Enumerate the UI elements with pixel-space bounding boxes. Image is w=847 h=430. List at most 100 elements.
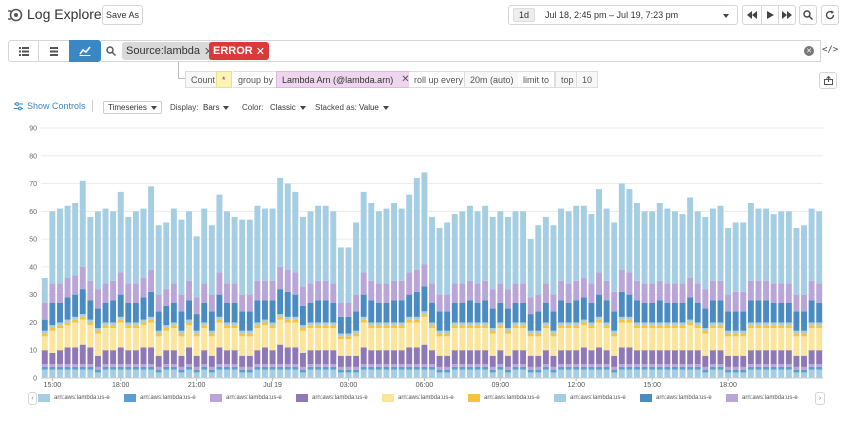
- bar-segment: [57, 328, 63, 351]
- legend-item[interactable]: arn:aws:lambda:us-e: [296, 392, 382, 404]
- measure-star[interactable]: *: [216, 71, 232, 88]
- bar-segment: [277, 178, 284, 267]
- bar-segment: [72, 319, 79, 323]
- legend-item[interactable]: arn:aws:lambda:us-e: [38, 392, 124, 404]
- bar-segment: [626, 364, 633, 367]
- bar-segment: [671, 350, 678, 365]
- bar-segment: [353, 366, 360, 370]
- bar-segment: [679, 325, 686, 328]
- bar-segment: [231, 216, 238, 284]
- close-icon[interactable]: ✕: [255, 45, 265, 58]
- play-button[interactable]: [761, 5, 779, 25]
- bar-segment: [489, 369, 496, 373]
- search-tag-source[interactable]: Source:lambda ✕: [122, 42, 218, 60]
- legend-swatch: [38, 394, 50, 402]
- legend-item[interactable]: arn:aws:lambda:us-e: [124, 392, 210, 404]
- bar-segment: [277, 266, 284, 290]
- bar-segment: [747, 280, 754, 301]
- legend-item[interactable]: arn:aws:lambda:us-e: [382, 392, 468, 404]
- bar-segment: [793, 369, 800, 373]
- legend-item[interactable]: arn:aws:lambda:us-e: [210, 392, 296, 404]
- bar-segment: [41, 278, 48, 303]
- legend-item[interactable]: arn:aws:lambda:us-e: [554, 392, 640, 404]
- bar-segment: [322, 205, 329, 281]
- bar-segment: [246, 336, 253, 356]
- viz-type-select[interactable]: Timeseries: [103, 101, 162, 114]
- bar-segment: [687, 197, 694, 278]
- zoom-button[interactable]: [799, 5, 817, 25]
- refresh-button[interactable]: [821, 5, 839, 25]
- display-select[interactable]: Bars: [203, 103, 230, 112]
- bar-segment: [747, 328, 754, 351]
- bar-segment: [360, 316, 367, 320]
- color-value: Classic: [270, 103, 296, 112]
- legend-label: arn:aws:lambda:us-e: [398, 395, 454, 401]
- code-icon[interactable]: </>: [822, 45, 839, 55]
- legend-prev-button[interactable]: ‹: [28, 392, 37, 405]
- step-forward-button[interactable]: [778, 5, 796, 25]
- search-bar[interactable]: [101, 40, 821, 62]
- limit-top[interactable]: top: [555, 71, 580, 88]
- bar-segment: [709, 366, 716, 370]
- bar-segment: [216, 366, 223, 370]
- bar-segment: [262, 300, 268, 320]
- bar-segment: [535, 311, 542, 331]
- group-by-field[interactable]: Lambda Arn (@lambda.arn) ✕: [276, 71, 416, 88]
- list-view-button[interactable]: [8, 40, 39, 62]
- bar-segment: [284, 366, 291, 370]
- bar-segment: [489, 216, 496, 290]
- timeseries-chart[interactable]: 0 10 20 30 40 50 60 70 80 90 15:00 18:00 21:00 Jul 19…: [0, 0, 847, 392]
- bar-segment: [459, 325, 466, 328]
- bar-segment: [41, 369, 48, 378]
- bar-segment: [239, 336, 246, 356]
- bar-segment: [413, 322, 420, 348]
- bar-segment: [755, 322, 762, 326]
- bar-segment: [231, 322, 238, 326]
- bar-segment: [375, 283, 382, 303]
- bar-segment: [671, 303, 678, 323]
- clear-search-icon[interactable]: ✕: [804, 46, 814, 56]
- legend-next-button[interactable]: ›: [815, 392, 825, 405]
- export-button[interactable]: [819, 72, 837, 89]
- stacked-select[interactable]: Value: [359, 103, 389, 112]
- legend-item[interactable]: arn:aws:lambda:us-e: [468, 392, 554, 404]
- bar-segment: [694, 211, 701, 284]
- chevron-down-icon: [299, 105, 306, 110]
- bar-segment: [709, 364, 716, 367]
- bar-segment: [436, 333, 443, 337]
- bar-segment: [770, 364, 777, 367]
- bar-segment: [785, 211, 792, 284]
- bar-segment: [740, 222, 747, 292]
- bar-segment: [117, 347, 124, 365]
- close-icon[interactable]: ✕: [204, 45, 213, 58]
- bar-segment: [611, 336, 618, 356]
- bar-segment: [664, 350, 671, 365]
- legend-label: arn:aws:lambda:us-e: [484, 395, 540, 401]
- color-select[interactable]: Classic: [270, 103, 306, 112]
- bar-segment: [117, 322, 124, 348]
- close-icon[interactable]: ✕: [401, 74, 410, 85]
- limit-value[interactable]: 10: [576, 71, 599, 88]
- bar-segment: [565, 325, 572, 328]
- bar-segment: [535, 225, 542, 295]
- save-as-button[interactable]: Save As: [102, 5, 143, 25]
- bar-segment: [383, 208, 390, 284]
- bar-segment: [117, 316, 124, 320]
- line-chart-icon: [79, 46, 91, 56]
- bar-segment: [163, 289, 170, 306]
- bar-segment: [763, 300, 770, 323]
- bar-segment: [322, 328, 329, 351]
- bar-segment: [497, 328, 504, 351]
- time-range-picker[interactable]: 1d Jul 18, 2:45 pm – Jul 19, 7:23 pm: [508, 5, 738, 25]
- bar-segment: [611, 355, 618, 367]
- roll-up-value[interactable]: 20m (auto): [464, 71, 520, 88]
- show-controls-toggle[interactable]: Show Controls: [14, 101, 86, 111]
- legend-item[interactable]: arn:aws:lambda:us-e: [640, 392, 726, 404]
- bar-segment: [231, 303, 238, 323]
- search-tag-label: Source:lambda: [126, 45, 200, 57]
- timeseries-view-button[interactable]: [69, 40, 101, 62]
- legend-item[interactable]: arn:aws:lambda:us-e: [726, 392, 812, 404]
- bar-segment: [330, 364, 337, 367]
- bar-segment: [391, 364, 397, 367]
- search-tag-status[interactable]: ERROR ✕: [209, 42, 269, 60]
